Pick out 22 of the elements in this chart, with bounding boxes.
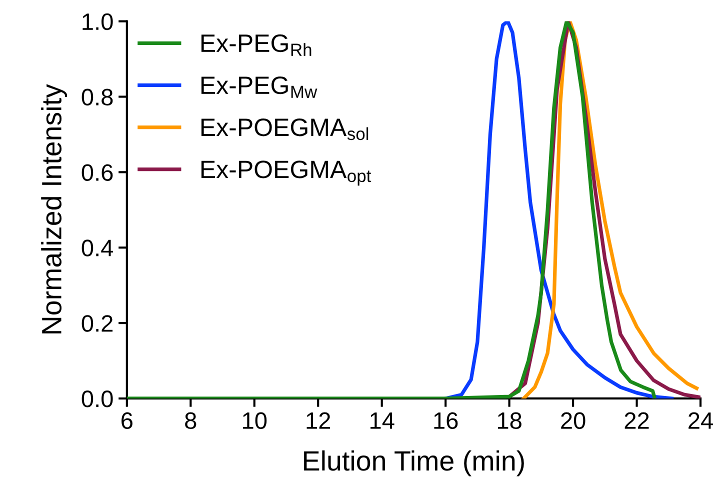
x-tick-label: 8	[185, 412, 196, 430]
y-tick-label: 0.8	[82, 88, 113, 106]
y-tick-label: 0.4	[82, 240, 114, 256]
x-tick-label: 14	[370, 412, 394, 429]
legend-label: Ex-POEGMA$_{sol}$	[201, 118, 368, 140]
x-tick-label: 12	[306, 412, 330, 429]
legend-label: Ex-PEG$_{Mw}$	[201, 76, 318, 98]
x-tick-label: 16	[434, 412, 458, 430]
x-tick-label: 20	[561, 412, 586, 430]
x-axis-title: Elution Time (min)	[304, 450, 524, 476]
y-tick-label: 0.0	[82, 390, 113, 408]
y-tick-label: 1.0	[82, 13, 113, 30]
x-tick-label: 22	[624, 412, 649, 429]
x-tick-label: 6	[122, 412, 132, 430]
legend-label: Ex-POEGMA$_{opt}$	[201, 160, 372, 186]
y-tick-label: 0.2	[82, 315, 113, 332]
y-axis-title: Normalized Intensity	[41, 84, 68, 334]
y-tick-label: 0.6	[82, 164, 113, 181]
legend-label: Ex-PEG$_{Rh}$	[201, 34, 312, 56]
x-tick-label: 24	[688, 412, 713, 429]
x-tick-label: 18	[498, 412, 522, 430]
x-tick-label: 10	[243, 412, 267, 430]
